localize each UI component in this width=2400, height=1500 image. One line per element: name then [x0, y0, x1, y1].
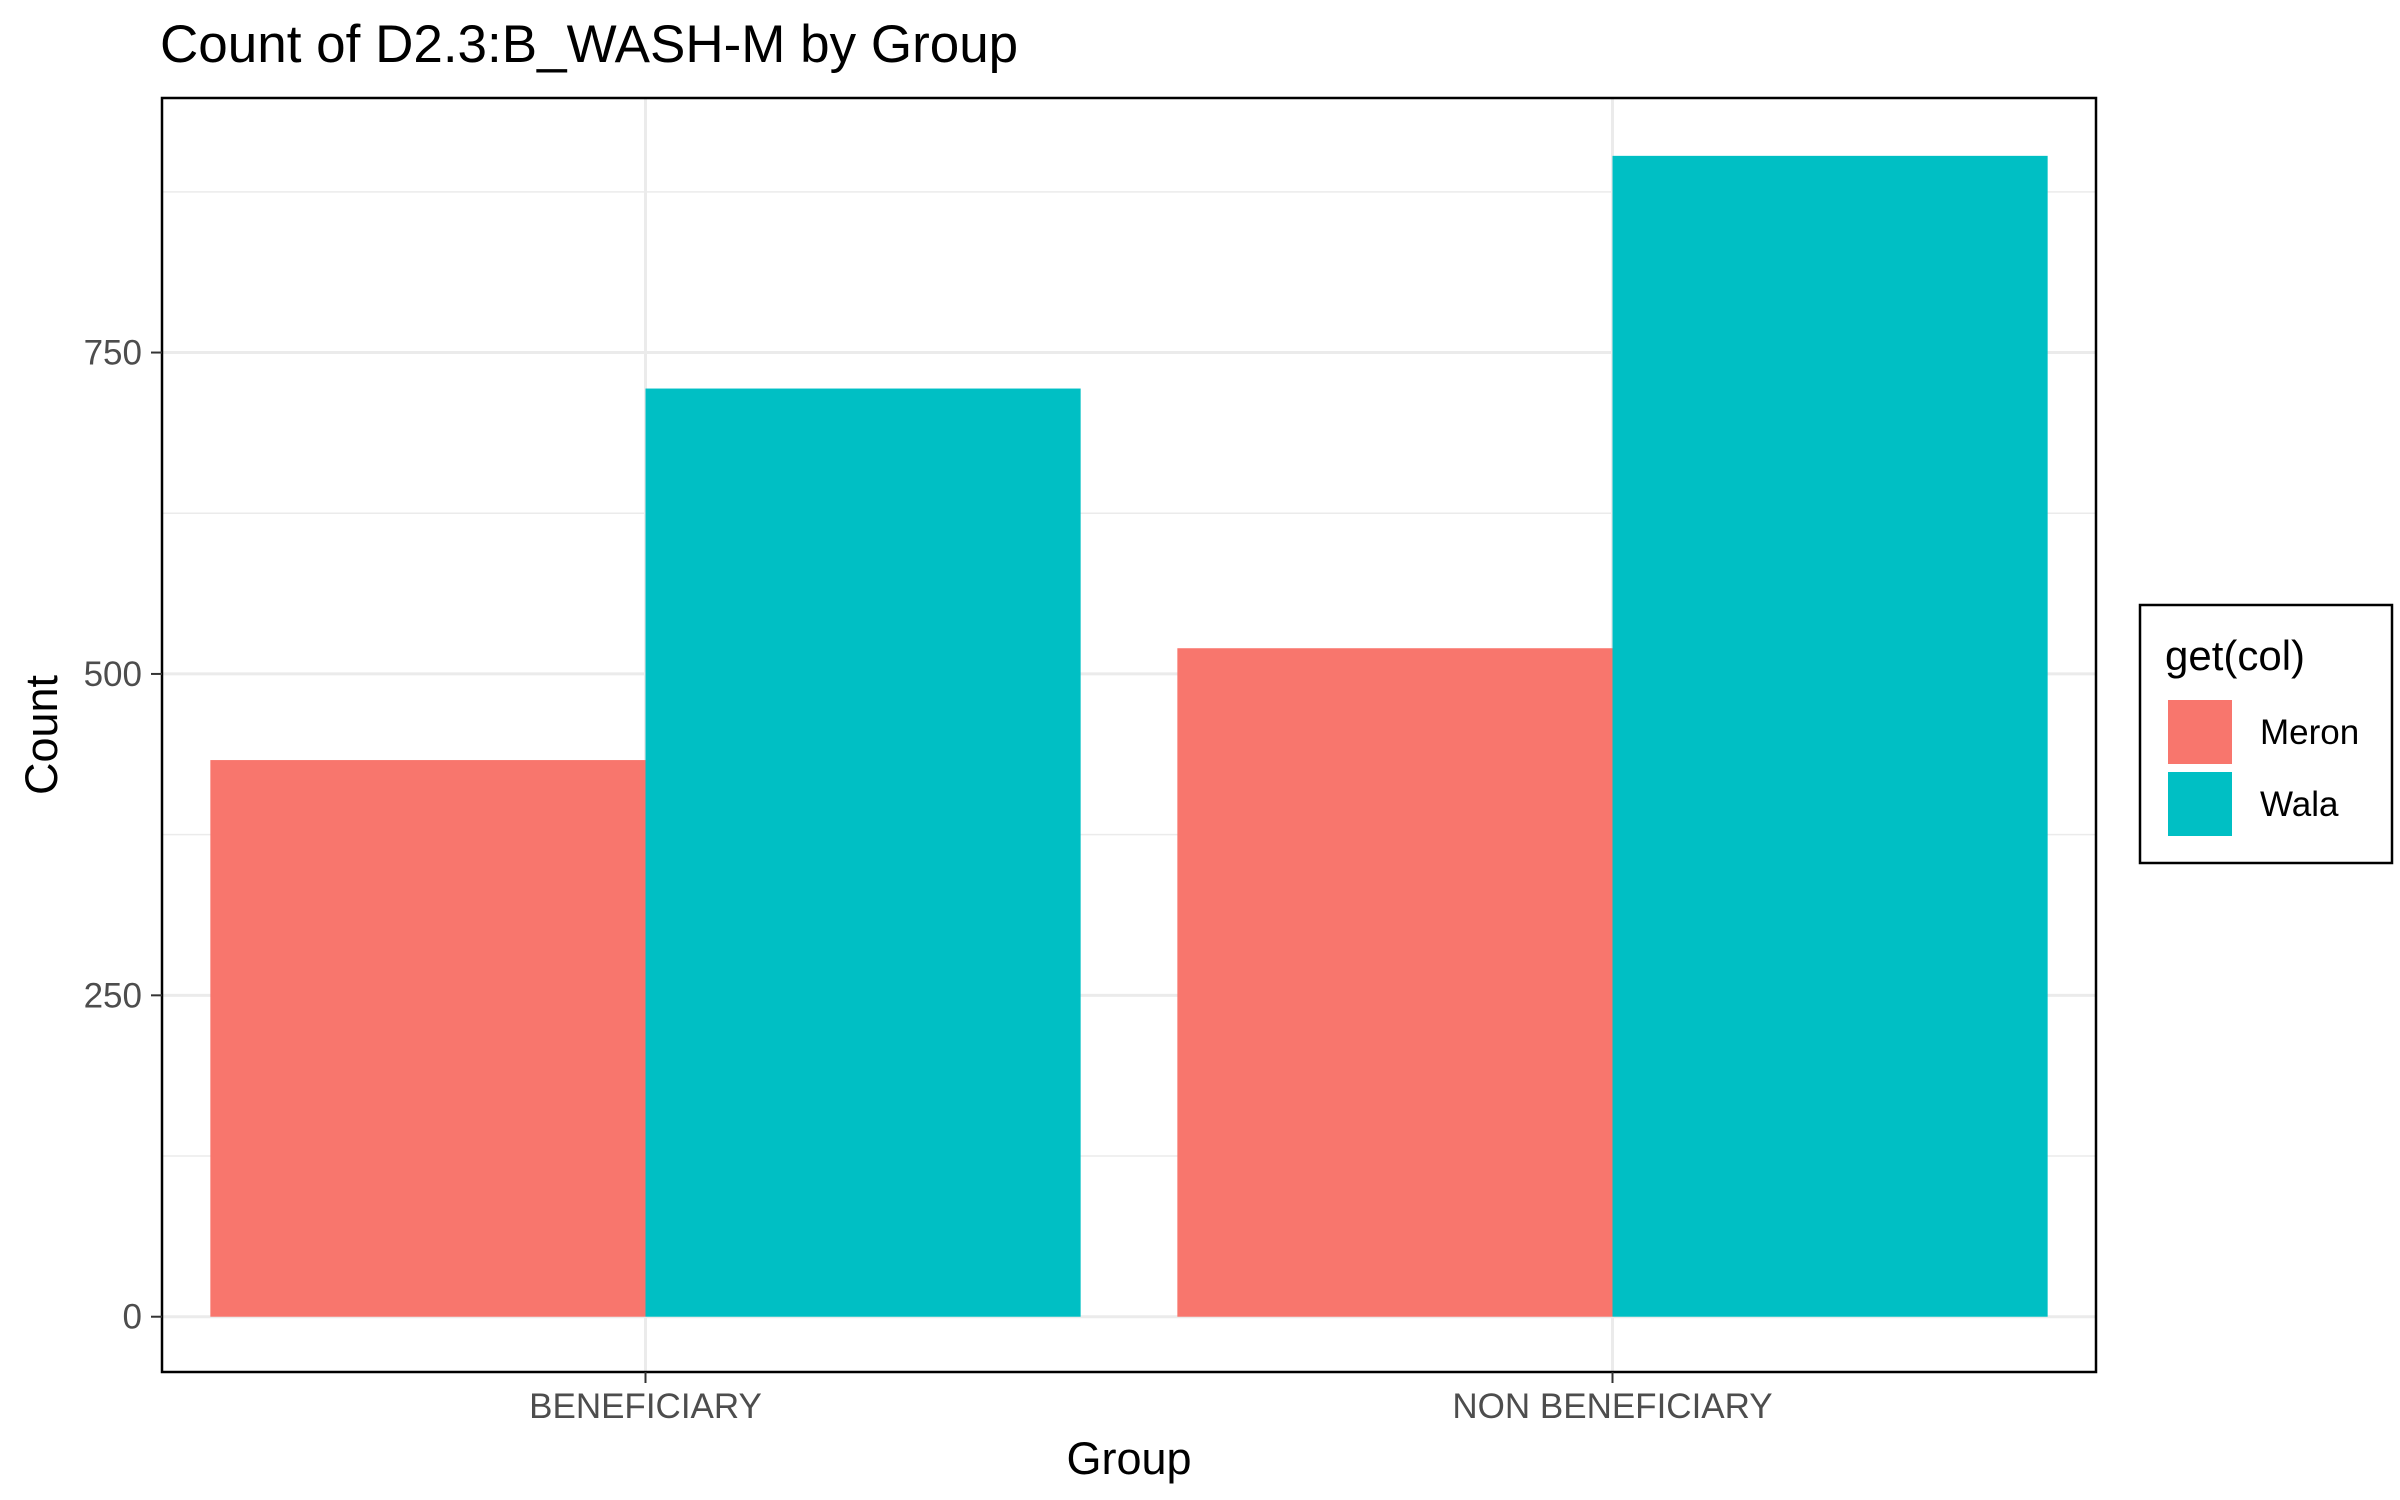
legend-items: Meron Wala: [2168, 700, 2359, 836]
y-tick-label: 250: [84, 976, 142, 1015]
legend-key-wala: [2168, 772, 2232, 836]
bar-meron-non-beneficiary: [1177, 648, 1613, 1317]
x-axis: BENEFICIARY NON BENEFICIARY: [529, 1372, 1773, 1426]
bar-meron-beneficiary: [210, 760, 646, 1317]
bar-wala-beneficiary: [645, 388, 1081, 1317]
bar-wala-non-beneficiary: [1612, 155, 2048, 1317]
y-axis: 0 250 500 750: [84, 334, 162, 1337]
bars: [210, 155, 2048, 1317]
y-axis-title: Count: [16, 674, 67, 795]
x-axis-title: Group: [1066, 1433, 1191, 1484]
y-tick-label: 500: [84, 655, 142, 694]
legend-title: get(col): [2165, 632, 2305, 679]
legend-key-meron: [2168, 700, 2232, 764]
x-tick-label: NON BENEFICIARY: [1452, 1387, 1772, 1426]
legend: get(col) Meron Wala: [2138, 603, 2394, 865]
x-tick-label: BENEFICIARY: [529, 1387, 762, 1426]
legend-label-meron: Meron: [2260, 713, 2359, 752]
legend-label-wala: Wala: [2260, 785, 2339, 824]
chart-title: Count of D2.3:B_WASH-M by Group: [160, 15, 1018, 74]
y-tick-label: 0: [123, 1298, 142, 1337]
plot-border: [160, 96, 2098, 1374]
y-tick-label: 750: [84, 334, 142, 373]
